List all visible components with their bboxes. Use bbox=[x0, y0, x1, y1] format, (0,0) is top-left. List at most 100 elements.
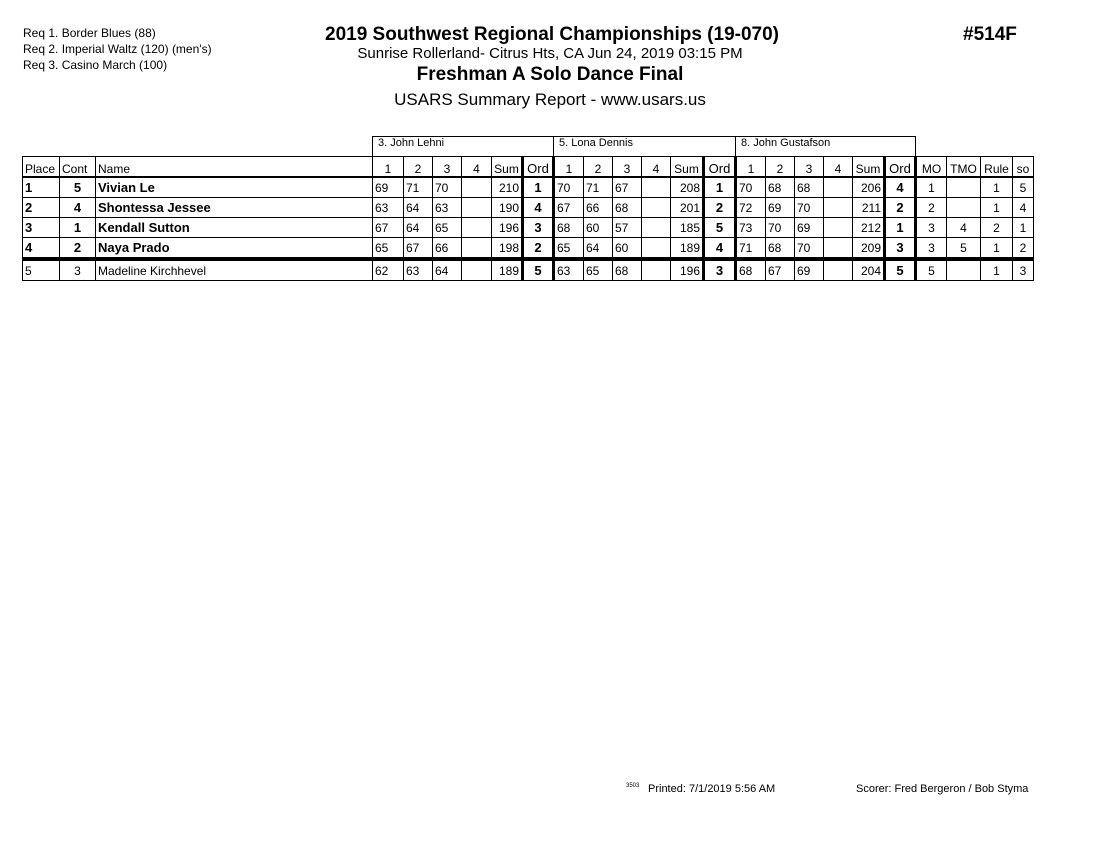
place: 5 bbox=[22, 257, 60, 281]
rule: 1 bbox=[980, 197, 1013, 218]
judge-mark: 68 bbox=[612, 197, 642, 218]
judge-header: 5. Lona Dennis bbox=[553, 136, 736, 157]
judge-ordinal: 5 bbox=[521, 257, 555, 281]
header-mark: 4 bbox=[823, 156, 853, 178]
majority-ordinal: 3 bbox=[915, 237, 947, 260]
skater-name: Shontessa Jessee bbox=[95, 197, 373, 218]
judge-sum: 189 bbox=[491, 257, 523, 281]
contestant-number: 5 bbox=[59, 176, 96, 198]
judge-mark: 63 bbox=[372, 197, 404, 218]
rule: 1 bbox=[980, 237, 1013, 260]
judge-mark bbox=[641, 237, 671, 260]
judge-sum: 198 bbox=[491, 237, 523, 260]
judge-mark: 73 bbox=[735, 217, 766, 238]
judge-mark: 60 bbox=[612, 237, 642, 260]
judge-mark: 71 bbox=[583, 176, 613, 198]
judge-mark: 67 bbox=[553, 197, 584, 218]
judge-mark: 68 bbox=[765, 176, 795, 198]
judge-ordinal: 1 bbox=[702, 176, 737, 198]
judge-sum: 204 bbox=[852, 257, 885, 281]
venue-date: Sunrise Rollerland- Citrus Hts, CA Jun 2… bbox=[357, 45, 743, 62]
header-name: Name bbox=[95, 156, 373, 178]
tie-majority-ordinal bbox=[946, 197, 981, 218]
judge-mark: 63 bbox=[553, 257, 584, 281]
skating-order: 4 bbox=[1012, 197, 1034, 218]
judge-mark: 68 bbox=[553, 217, 584, 238]
judge-mark bbox=[641, 176, 671, 198]
header-mark: 3 bbox=[612, 156, 642, 178]
judge-ordinal: 3 bbox=[883, 237, 917, 260]
header-mo: MO bbox=[915, 156, 947, 178]
judge-ordinal: 4 bbox=[702, 237, 737, 260]
place: 4 bbox=[22, 237, 60, 260]
header-ord: Ord bbox=[521, 156, 555, 178]
header-sum: Sum bbox=[852, 156, 885, 178]
judge-ordinal: 3 bbox=[521, 217, 555, 238]
header-sum: Sum bbox=[491, 156, 523, 178]
judge-sum: 212 bbox=[852, 217, 885, 238]
judge-mark: 69 bbox=[765, 197, 795, 218]
judge-mark bbox=[461, 197, 492, 218]
judge-ordinal: 2 bbox=[883, 197, 917, 218]
header-cont: Cont bbox=[59, 156, 96, 178]
judge-mark: 70 bbox=[794, 237, 824, 260]
judge-mark bbox=[823, 197, 853, 218]
judge-mark: 66 bbox=[583, 197, 613, 218]
judge-mark: 70 bbox=[432, 176, 462, 198]
header-mark: 2 bbox=[765, 156, 795, 178]
tie-majority-ordinal bbox=[946, 176, 981, 198]
judge-mark: 62 bbox=[372, 257, 404, 281]
skating-order: 2 bbox=[1012, 237, 1034, 260]
header-sum: Sum bbox=[670, 156, 704, 178]
header-place: Place bbox=[22, 156, 60, 178]
requirement-3: Req 3. Casino March (100) bbox=[23, 58, 168, 72]
judge-mark: 68 bbox=[612, 257, 642, 281]
skating-order: 3 bbox=[1012, 257, 1034, 281]
judge-mark: 67 bbox=[765, 257, 795, 281]
majority-ordinal: 2 bbox=[915, 197, 947, 218]
header-mark: 3 bbox=[794, 156, 824, 178]
table-row: 5 3 Madeline Kirchhevel 62 63 64 189 5 63 65 68 196… bbox=[22, 257, 1034, 281]
judge-mark bbox=[823, 257, 853, 281]
table-row: 2 4 Shontessa Jessee 63 64 63 190 4 67 66 68 201 2 72… bbox=[22, 197, 1034, 218]
results-table: 3. John Lehni 5. Lona Dennis 8. John Gus… bbox=[22, 136, 1034, 281]
skating-order: 5 bbox=[1012, 176, 1034, 198]
judge-ordinal: 5 bbox=[702, 217, 737, 238]
header-mark: 2 bbox=[583, 156, 613, 178]
judge-sum: 185 bbox=[670, 217, 704, 238]
judge-mark bbox=[641, 257, 671, 281]
place: 2 bbox=[22, 197, 60, 218]
requirement-2: Req 2. Imperial Waltz (120) (men's) bbox=[23, 42, 212, 56]
judge-sum: 196 bbox=[491, 217, 523, 238]
judge-ordinal: 3 bbox=[702, 257, 737, 281]
judge-mark: 65 bbox=[583, 257, 613, 281]
judge-mark: 67 bbox=[372, 217, 404, 238]
report-code: 3503 bbox=[626, 783, 640, 789]
header-mark: 4 bbox=[461, 156, 492, 178]
judge-mark: 69 bbox=[372, 176, 404, 198]
tie-majority-ordinal: 5 bbox=[946, 237, 981, 260]
judge-mark: 71 bbox=[735, 237, 766, 260]
judge-mark bbox=[461, 176, 492, 198]
judge-mark: 67 bbox=[403, 237, 433, 260]
table-row: 3 1 Kendall Sutton 67 64 65 196 3 68 60 57 185 5 73 70… bbox=[22, 217, 1034, 238]
header-mark: 1 bbox=[553, 156, 584, 178]
header-mark: 2 bbox=[403, 156, 433, 178]
rule: 2 bbox=[980, 217, 1013, 238]
judge-sum: 208 bbox=[670, 176, 704, 198]
event-title: Freshman A Solo Dance Final bbox=[416, 64, 684, 85]
judge-ordinal: 1 bbox=[521, 176, 555, 198]
judge-mark: 63 bbox=[432, 197, 462, 218]
judge-mark: 70 bbox=[735, 176, 766, 198]
judge-ordinal: 2 bbox=[521, 237, 555, 260]
tie-majority-ordinal bbox=[946, 257, 981, 281]
judge-sum: 196 bbox=[670, 257, 704, 281]
header-tmo: TMO bbox=[946, 156, 981, 178]
judge-mark bbox=[641, 197, 671, 218]
judge-mark: 65 bbox=[553, 237, 584, 260]
judge-mark: 68 bbox=[794, 176, 824, 198]
judge-mark bbox=[461, 237, 492, 260]
judge-ordinal: 4 bbox=[521, 197, 555, 218]
majority-ordinal: 3 bbox=[915, 217, 947, 238]
judge-mark: 70 bbox=[765, 217, 795, 238]
